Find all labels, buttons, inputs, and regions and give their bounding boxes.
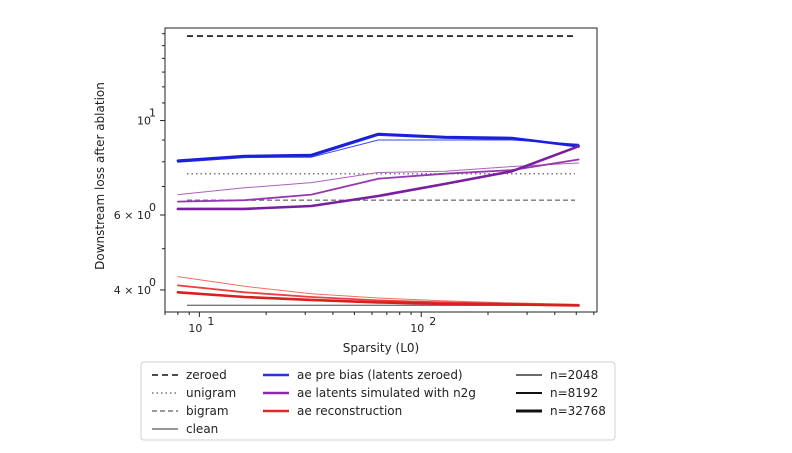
legend-label: n=2048 [550,368,598,382]
legend-box [140,361,616,441]
x-tick-label: 10 [410,322,424,335]
series-line-5 [176,145,580,211]
x-tick-exponent: 1 [207,315,214,328]
series-line-3 [177,162,580,196]
y-tick-exponent: 1 [149,107,156,120]
x-tick-label: 10 [188,322,202,335]
series-line-8 [176,290,580,307]
series-layer [176,132,580,307]
series-line-6 [177,276,580,305]
series-line-2 [176,132,580,162]
y-tick-label: 6 × 10 [114,209,151,222]
y-axis-label: Downstream loss after ablation [93,82,107,270]
legend-label: bigram [186,404,229,418]
legend-label: ae latents simulated with n2g [297,386,476,400]
legend-label: ae reconstruction [297,404,402,418]
legend-label: n=8192 [550,386,598,400]
legend-label: unigram [186,386,236,400]
legend-label: clean [186,422,218,436]
y-tick-label: 10 [137,115,151,128]
x-tick-exponent: 2 [429,315,436,328]
x-axis: 10 1 10 2 [164,312,595,335]
y-tick-exponent: 0 [149,201,156,214]
x-axis-label: Sparsity (L0) [343,341,419,355]
legend-label: zeroed [186,368,227,382]
plot-frame [164,27,598,313]
legend-label: ae pre bias (latents zeroed) [297,368,463,382]
y-tick-label: 4 × 10 [114,284,151,297]
y-tick-exponent: 0 [149,276,156,289]
legend-label: n=32768 [550,404,606,418]
legend: zeroed unigram bigram clean ae pre bias (lat… [140,361,616,441]
